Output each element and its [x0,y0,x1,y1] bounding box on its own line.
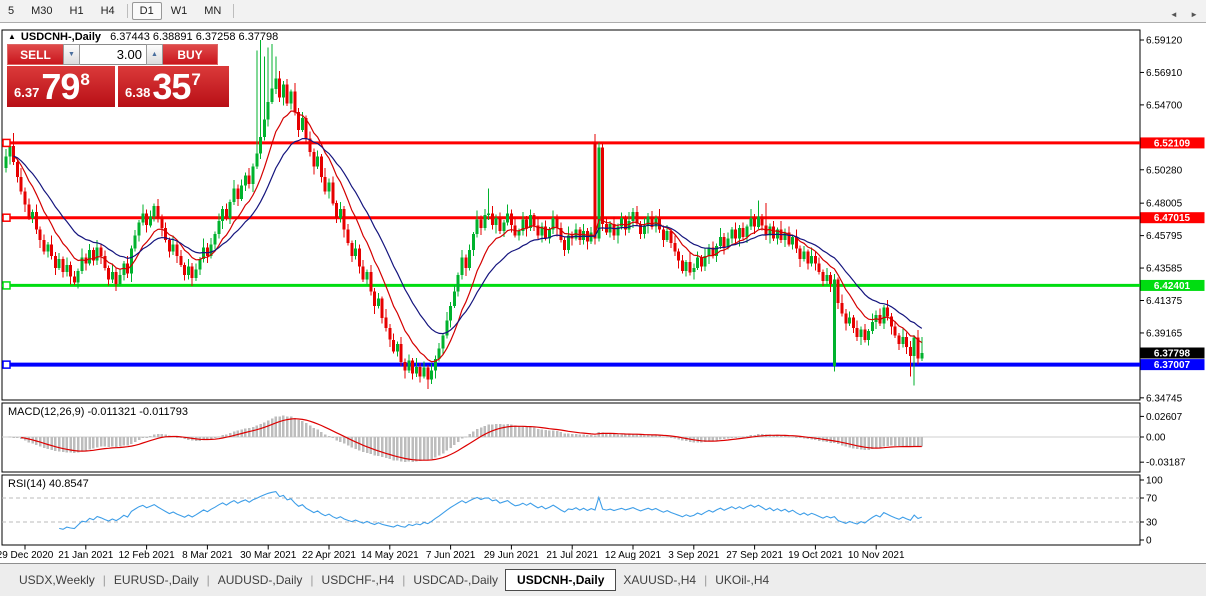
svg-text:6.56910: 6.56910 [1146,68,1183,79]
one-click-trade-widget: SELL ▼ ▲ BUY 6.37 79 8 6.38 35 7 [7,44,229,107]
svg-text:6.42401: 6.42401 [1154,281,1191,292]
toolbar-separator [233,4,235,18]
svg-text:70: 70 [1146,494,1158,505]
volume-input[interactable] [80,44,146,65]
timeframe-mn[interactable]: MN [204,5,222,17]
svg-text:6.37007: 6.37007 [1154,360,1191,371]
tab-separator: | [102,573,106,587]
line-drag-handle[interactable] [2,213,11,222]
macd-signal-line [21,418,922,461]
tab-separator: | [402,573,406,587]
sell-price-sup: 8 [80,70,90,89]
svg-text:3 Sep 2021: 3 Sep 2021 [668,550,720,561]
svg-text:0.02607: 0.02607 [1146,412,1183,423]
svg-text:6.43585: 6.43585 [1146,264,1183,275]
volume-decrease-button[interactable]: ▼ [63,44,80,65]
timeframe-d1[interactable]: D1 [131,2,162,20]
tab-usdcnh-daily[interactable]: USDCNH-,Daily [505,569,617,591]
timeframe-w1[interactable]: W1 [170,5,188,17]
svg-text:29 Dec 2020: 29 Dec 2020 [0,550,54,561]
svg-text:21 Jan 2021: 21 Jan 2021 [58,550,113,561]
tab-audusd-daily[interactable]: AUDUSD-,Daily [217,573,303,587]
svg-text:22 Apr 2021: 22 Apr 2021 [302,550,356,561]
volume-increase-button[interactable]: ▲ [146,44,163,65]
svg-text:29 Jun 2021: 29 Jun 2021 [484,550,539,561]
tab-ukoil-h4[interactable]: UKOil-,H4 [715,573,770,587]
macd-indicator-label: MACD(12,26,9) -0.011321 -0.011793 [8,406,188,418]
rsi-line [59,490,922,530]
sell-price-display[interactable]: 6.37 79 8 [7,66,115,107]
sell-button[interactable]: SELL [7,44,63,65]
tab-separator: | [206,573,210,587]
svg-text:7 Jun 2021: 7 Jun 2021 [426,550,476,561]
chart-ohlc-values: 6.37443 6.38891 6.37258 6.37798 [110,31,279,43]
candlesticks [4,40,924,389]
svg-text:6.50280: 6.50280 [1146,165,1183,176]
sell-price-small: 6.37 [14,85,40,100]
svg-text:-0.03187: -0.03187 [1146,458,1186,469]
spin-down-icon: ▼ [68,51,75,58]
svg-text:6.47015: 6.47015 [1154,213,1191,224]
svg-text:6.48005: 6.48005 [1146,199,1183,210]
svg-text:0.00: 0.00 [1146,433,1166,444]
symbol-tab-bar: USDX,Weekly | EURUSD-,Daily | AUDUSD-,Daily |… [0,563,1206,596]
svg-text:6.37798: 6.37798 [1154,349,1191,360]
timeframe-h1[interactable]: H1 [69,5,84,17]
tab-xauusd-h4[interactable]: XAUUSD-,H4 [623,573,697,587]
rsi-indicator-label: RSI(14) 40.8547 [8,478,89,490]
tab-usdx-weekly[interactable]: USDX,Weekly [19,573,95,587]
line-drag-handle[interactable] [2,360,11,369]
tab-eurusd-daily[interactable]: EURUSD-,Daily [113,573,199,587]
svg-text:6.45795: 6.45795 [1146,231,1183,242]
buy-price-big: 35 [152,66,191,107]
svg-text:100: 100 [1146,476,1163,487]
collapse-chart-icon[interactable]: ▲ [8,32,16,41]
tab-scroll-arrows: ◄ ► [1160,10,1198,19]
tab-usdcad-daily[interactable]: USDCAD-,Daily [413,573,499,587]
chart-title-row: ▲ USDCNH-,Daily 6.37443 6.38891 6.37258 6… [8,31,278,43]
svg-text:12 Aug 2021: 12 Aug 2021 [605,550,662,561]
timeframe-m30[interactable]: M30 [31,5,53,17]
svg-text:6.41375: 6.41375 [1146,296,1183,307]
tab-scroll-left-icon[interactable]: ◄ [1169,10,1178,19]
svg-text:6.52109: 6.52109 [1154,138,1191,149]
tab-separator: | [704,573,708,587]
svg-text:6.54700: 6.54700 [1146,100,1183,111]
svg-text:30: 30 [1146,518,1158,529]
buy-price-small: 6.38 [125,85,151,100]
svg-text:14 May 2021: 14 May 2021 [361,550,419,561]
moving-average-10 [13,110,923,363]
svg-text:10 Nov 2021: 10 Nov 2021 [848,550,905,561]
svg-text:21 Jul 2021: 21 Jul 2021 [546,550,598,561]
svg-text:6.59120: 6.59120 [1146,36,1183,47]
sell-price-big: 79 [41,66,80,107]
svg-text:12 Feb 2021: 12 Feb 2021 [119,550,176,561]
timeframe-5[interactable]: 5 [8,5,15,17]
svg-text:8 Mar 2021: 8 Mar 2021 [182,550,233,561]
timeframe-h4[interactable]: H4 [100,5,115,17]
moving-average-21 [13,138,923,335]
svg-text:0: 0 [1146,536,1152,547]
toolbar-separator [126,4,128,18]
spin-up-icon: ▲ [151,51,158,58]
svg-text:27 Sep 2021: 27 Sep 2021 [726,550,783,561]
tab-scroll-right-icon[interactable]: ► [1190,10,1198,19]
buy-price-display[interactable]: 6.38 35 7 [118,66,229,107]
svg-text:6.39165: 6.39165 [1146,328,1183,339]
svg-text:6.34745: 6.34745 [1146,393,1183,404]
svg-text:19 Oct 2021: 19 Oct 2021 [788,550,843,561]
line-drag-handle[interactable] [2,281,11,290]
buy-button[interactable]: BUY [163,44,218,65]
line-drag-handle[interactable] [2,138,11,148]
tab-separator: | [310,573,314,587]
timeframe-toolbar: 5 M30 H1 H4 D1 W1 MN [0,0,1206,23]
buy-price-sup: 7 [191,70,201,89]
tab-usdchf-h4[interactable]: USDCHF-,H4 [321,573,395,587]
svg-text:30 Mar 2021: 30 Mar 2021 [240,550,297,561]
chart-symbol-label: USDCNH-,Daily [20,31,101,43]
